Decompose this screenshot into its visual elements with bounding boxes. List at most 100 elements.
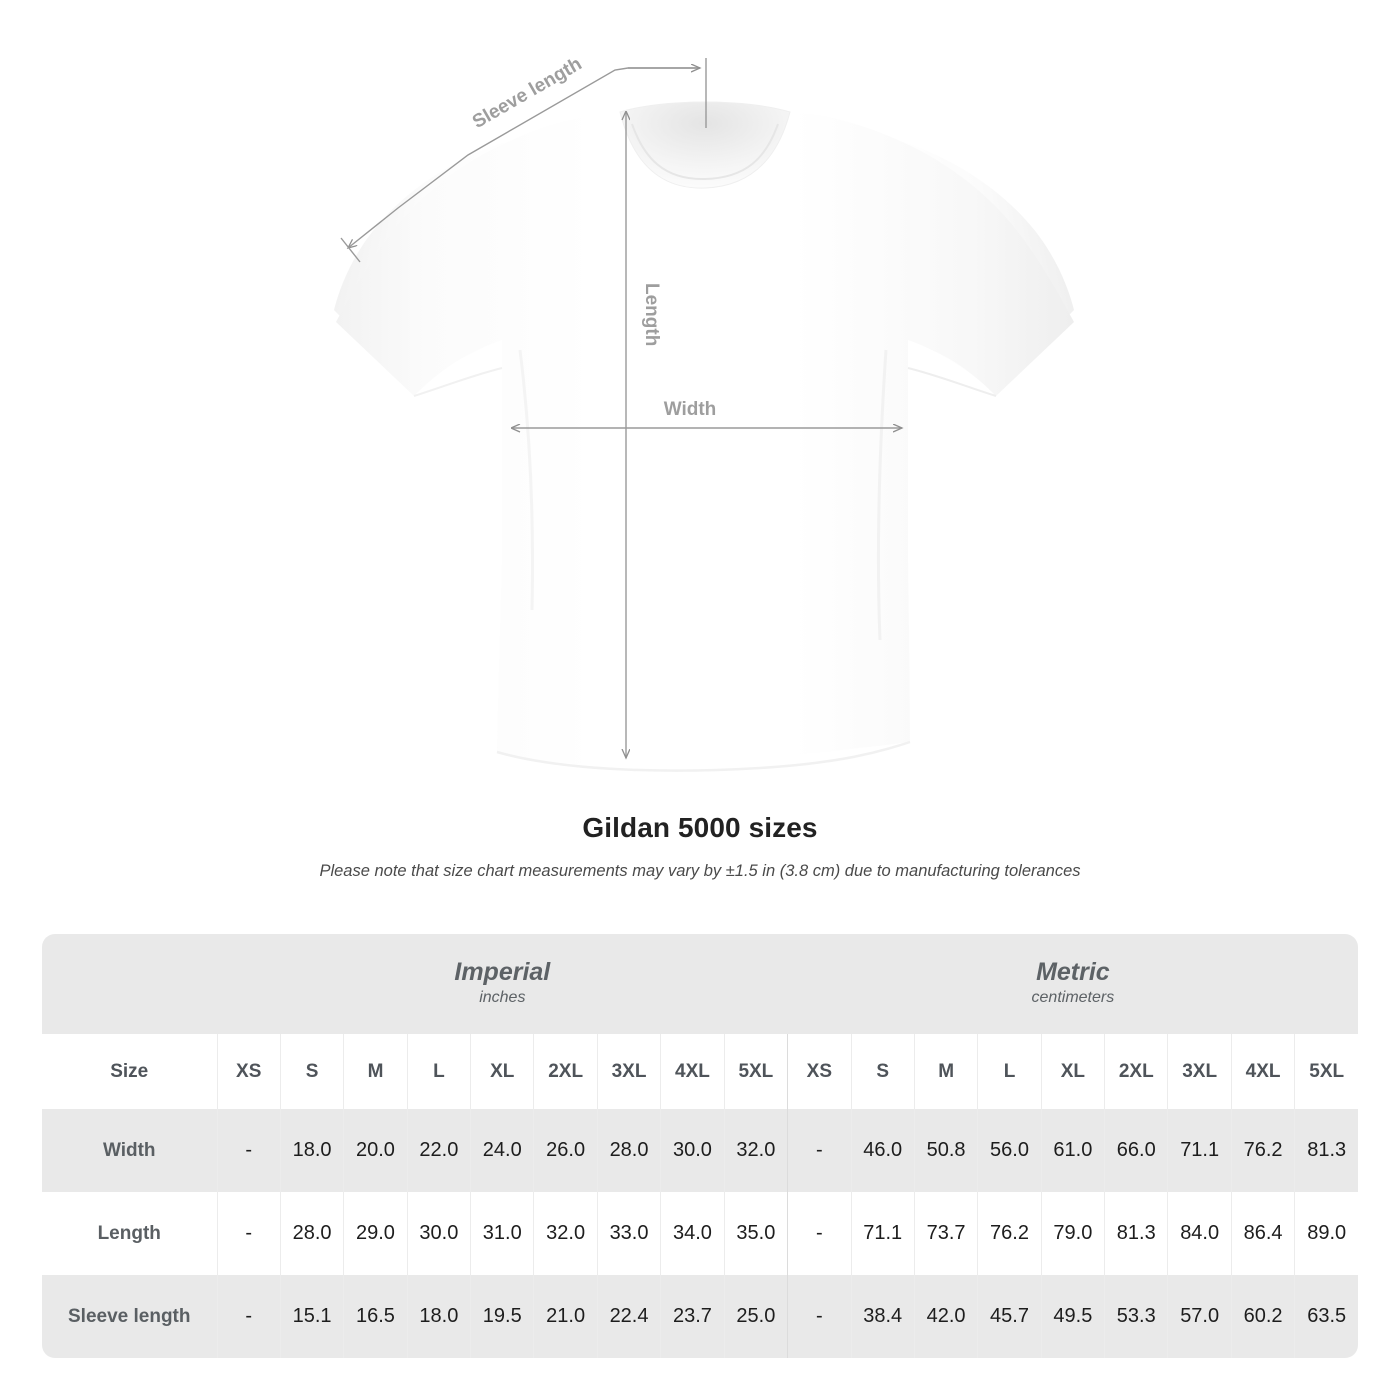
measurement-value-cell: 23.7 <box>660 1275 725 1358</box>
tshirt-body <box>336 112 1074 766</box>
sleeve-cuff-tick <box>340 237 361 263</box>
left-cuff-line <box>413 367 503 397</box>
measurement-value-cell: 79.0 <box>1041 1192 1106 1275</box>
size-header-cell: 5XL <box>724 1034 789 1109</box>
size-header-cell: XS <box>787 1034 852 1109</box>
unit-group-header-metric: Metric centimeters <box>787 934 1359 1034</box>
size-header-cell: M <box>914 1034 979 1109</box>
size-header-cell: XL <box>470 1034 535 1109</box>
measurement-value-cell: 42.0 <box>914 1275 979 1358</box>
tshirt-measurement-diagram: Sleeve length Length Width <box>334 54 1074 772</box>
measurement-value-cell: 76.2 <box>1231 1109 1296 1192</box>
unit-group-spacer-cell <box>42 934 217 1034</box>
measurement-value-cell: 60.2 <box>1231 1275 1296 1358</box>
measurement-value-cell: 28.0 <box>280 1192 345 1275</box>
size-header-cell: S <box>851 1034 915 1109</box>
measurement-value-cell: 45.7 <box>977 1275 1042 1358</box>
size-column-header: Size <box>42 1034 218 1109</box>
measurement-value-cell: 57.0 <box>1167 1275 1232 1358</box>
measurement-row-label: Sleeve length <box>42 1275 218 1358</box>
size-header-cell: 5XL <box>1294 1034 1359 1109</box>
size-header-row: Size XS S M L XL 2XL 3XL 4XL 5XL XS S M L XL 2XL 3XL 4XL 5… <box>42 1034 1359 1109</box>
measurement-value-cell: 81.3 <box>1294 1109 1359 1192</box>
measurement-value-cell: 18.0 <box>280 1109 345 1192</box>
size-chart-table-wrapper: Imperial inches Metric centimeters Size XS S M L… <box>42 934 1359 1358</box>
measurement-value-cell: - <box>217 1275 281 1358</box>
measurement-value-cell: 63.5 <box>1294 1275 1359 1358</box>
measurement-value-cell: 20.0 <box>343 1109 408 1192</box>
measurement-value-cell: 73.7 <box>914 1192 979 1275</box>
width-label: Width <box>664 399 717 420</box>
measurement-value-cell: 26.0 <box>533 1109 598 1192</box>
measurement-value-cell: 30.0 <box>660 1109 725 1192</box>
collar-inner-line <box>631 123 779 181</box>
measurement-value-cell: 49.5 <box>1041 1275 1106 1358</box>
measurement-value-cell: 61.0 <box>1041 1109 1106 1192</box>
unit-group-unit: inches <box>479 989 526 1007</box>
measurement-value-cell: - <box>787 1109 852 1192</box>
size-header-cell: L <box>977 1034 1042 1109</box>
measurement-value-cell: 32.0 <box>533 1192 598 1275</box>
table-row: Length -28.0 29.0 30.0 31.0 32.0 33.0 34.0 35.0-… <box>42 1192 1359 1275</box>
measurement-value-cell: 32.0 <box>724 1109 789 1192</box>
measurement-value-cell: - <box>787 1275 852 1358</box>
length-measure: Length <box>626 112 662 758</box>
size-header-cell: 2XL <box>533 1034 598 1109</box>
measurement-value-cell: 30.0 <box>407 1192 472 1275</box>
right-cuff-line <box>907 367 997 397</box>
hem-line <box>496 740 911 772</box>
size-chart-table: Imperial inches Metric centimeters Size XS S M L… <box>42 934 1359 1358</box>
size-header-cell: S <box>280 1034 345 1109</box>
chart-heading-block: Gildan 5000 sizes Please note that size … <box>0 812 1400 881</box>
size-header-cell: 3XL <box>1167 1034 1232 1109</box>
measurement-value-cell: 86.4 <box>1231 1192 1296 1275</box>
measurement-value-cell: 71.1 <box>851 1192 915 1275</box>
measurement-value-cell: 38.4 <box>851 1275 915 1358</box>
unit-group-header-row: Imperial inches Metric centimeters <box>42 934 1359 1034</box>
measurement-value-cell: 46.0 <box>851 1109 915 1192</box>
page-title: Gildan 5000 sizes <box>582 812 818 843</box>
measurement-value-cell: - <box>217 1109 281 1192</box>
measurement-value-cell: 53.3 <box>1104 1275 1169 1358</box>
measurement-value-cell: 21.0 <box>533 1275 598 1358</box>
measurement-value-cell: 35.0 <box>724 1192 789 1275</box>
size-header-cell: 4XL <box>660 1034 725 1109</box>
table-row: Width -18.0 20.0 22.0 24.0 26.0 28.0 30.0 32.0-4… <box>42 1109 1359 1192</box>
measurement-value-cell: 76.2 <box>977 1192 1042 1275</box>
measurement-value-cell: 31.0 <box>470 1192 535 1275</box>
length-label: Length <box>641 283 662 346</box>
size-header-cell: 4XL <box>1231 1034 1296 1109</box>
unit-group-header-imperial: Imperial inches <box>217 934 788 1034</box>
measurement-value-cell: - <box>787 1192 852 1275</box>
measurement-value-cell: 24.0 <box>470 1109 535 1192</box>
measurement-row-label: Width <box>42 1109 218 1192</box>
measurement-value-cell: 25.0 <box>724 1275 789 1358</box>
size-header-cell: 3XL <box>597 1034 662 1109</box>
measurement-value-cell: 84.0 <box>1167 1192 1232 1275</box>
unit-group-unit: centimeters <box>1031 989 1115 1007</box>
table-row: Sleeve length -15.1 16.5 18.0 19.5 21.0 22.4 23… <box>42 1275 1359 1358</box>
measurement-value-cell: 89.0 <box>1294 1192 1359 1275</box>
measurement-value-cell: 28.0 <box>597 1109 662 1192</box>
measurement-value-cell: 16.5 <box>343 1275 408 1358</box>
measurement-value-cell: 22.0 <box>407 1109 472 1192</box>
measurement-value-cell: 18.0 <box>407 1275 472 1358</box>
unit-group-name: Imperial <box>454 957 551 986</box>
size-header-cell: XS <box>217 1034 281 1109</box>
size-header-cell: 2XL <box>1104 1034 1169 1109</box>
size-header-cell: M <box>343 1034 408 1109</box>
measurement-value-cell: 15.1 <box>280 1275 345 1358</box>
fold-right <box>876 349 888 641</box>
tshirt-shape <box>334 101 1074 772</box>
measurement-value-cell: 33.0 <box>597 1192 662 1275</box>
tshirt-diagram-svg: Sleeve length Length Width <box>334 54 1074 772</box>
measurement-value-cell: 22.4 <box>597 1275 662 1358</box>
size-header-cell: XL <box>1041 1034 1106 1109</box>
measurement-value-cell: 66.0 <box>1104 1109 1169 1192</box>
fold-left <box>518 349 534 611</box>
measurement-value-cell: 56.0 <box>977 1109 1042 1192</box>
measurement-row-label: Length <box>42 1192 218 1275</box>
unit-group-name: Metric <box>1036 957 1110 986</box>
tolerance-note: Please note that size chart measurements… <box>319 862 1081 880</box>
measurement-value-cell: - <box>217 1192 281 1275</box>
